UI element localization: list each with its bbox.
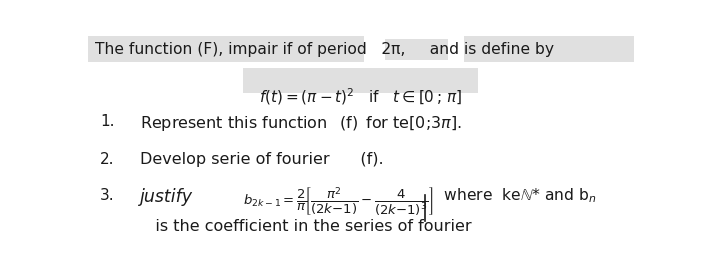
Text: $f(t) = (\pi - t)^2$   if   $t\in[0\,;\,\pi]$: $f(t) = (\pi - t)^2$ if $t\in[0\,;\,\pi]… <box>259 87 463 107</box>
FancyBboxPatch shape <box>88 36 363 62</box>
Text: 1.: 1. <box>100 114 115 129</box>
Text: where  ke$\mathbb{N}$* and b$_n$$\,$: where ke$\mathbb{N}$* and b$_n$$\,$ <box>434 186 597 205</box>
FancyBboxPatch shape <box>385 39 448 61</box>
Text: Represent this function$\,$  (f)$\,$ for te[0;3$\pi$].: Represent this function$\,$ (f)$\,$ for … <box>140 114 462 133</box>
Text: The function (F), impair if of period   2π,     and is define by: The function (F), impair if of period 2π… <box>94 42 553 57</box>
FancyBboxPatch shape <box>465 36 634 62</box>
Text: 2.: 2. <box>100 152 115 167</box>
FancyBboxPatch shape <box>244 68 478 93</box>
Text: Develop serie of fourier      (f).: Develop serie of fourier (f). <box>140 152 384 167</box>
Text: 3.: 3. <box>100 188 115 203</box>
Text: is the coefficient in the series of fourier: is the coefficient in the series of four… <box>140 219 472 234</box>
Text: $b_{2k-1} = \dfrac{2}{\pi}\!\left[\dfrac{\pi^2}{(2k{-}1)} - \dfrac{4}{(2k{-}1)^3: $b_{2k-1} = \dfrac{2}{\pi}\!\left[\dfrac… <box>244 185 434 217</box>
Text: justify: justify <box>140 188 193 206</box>
